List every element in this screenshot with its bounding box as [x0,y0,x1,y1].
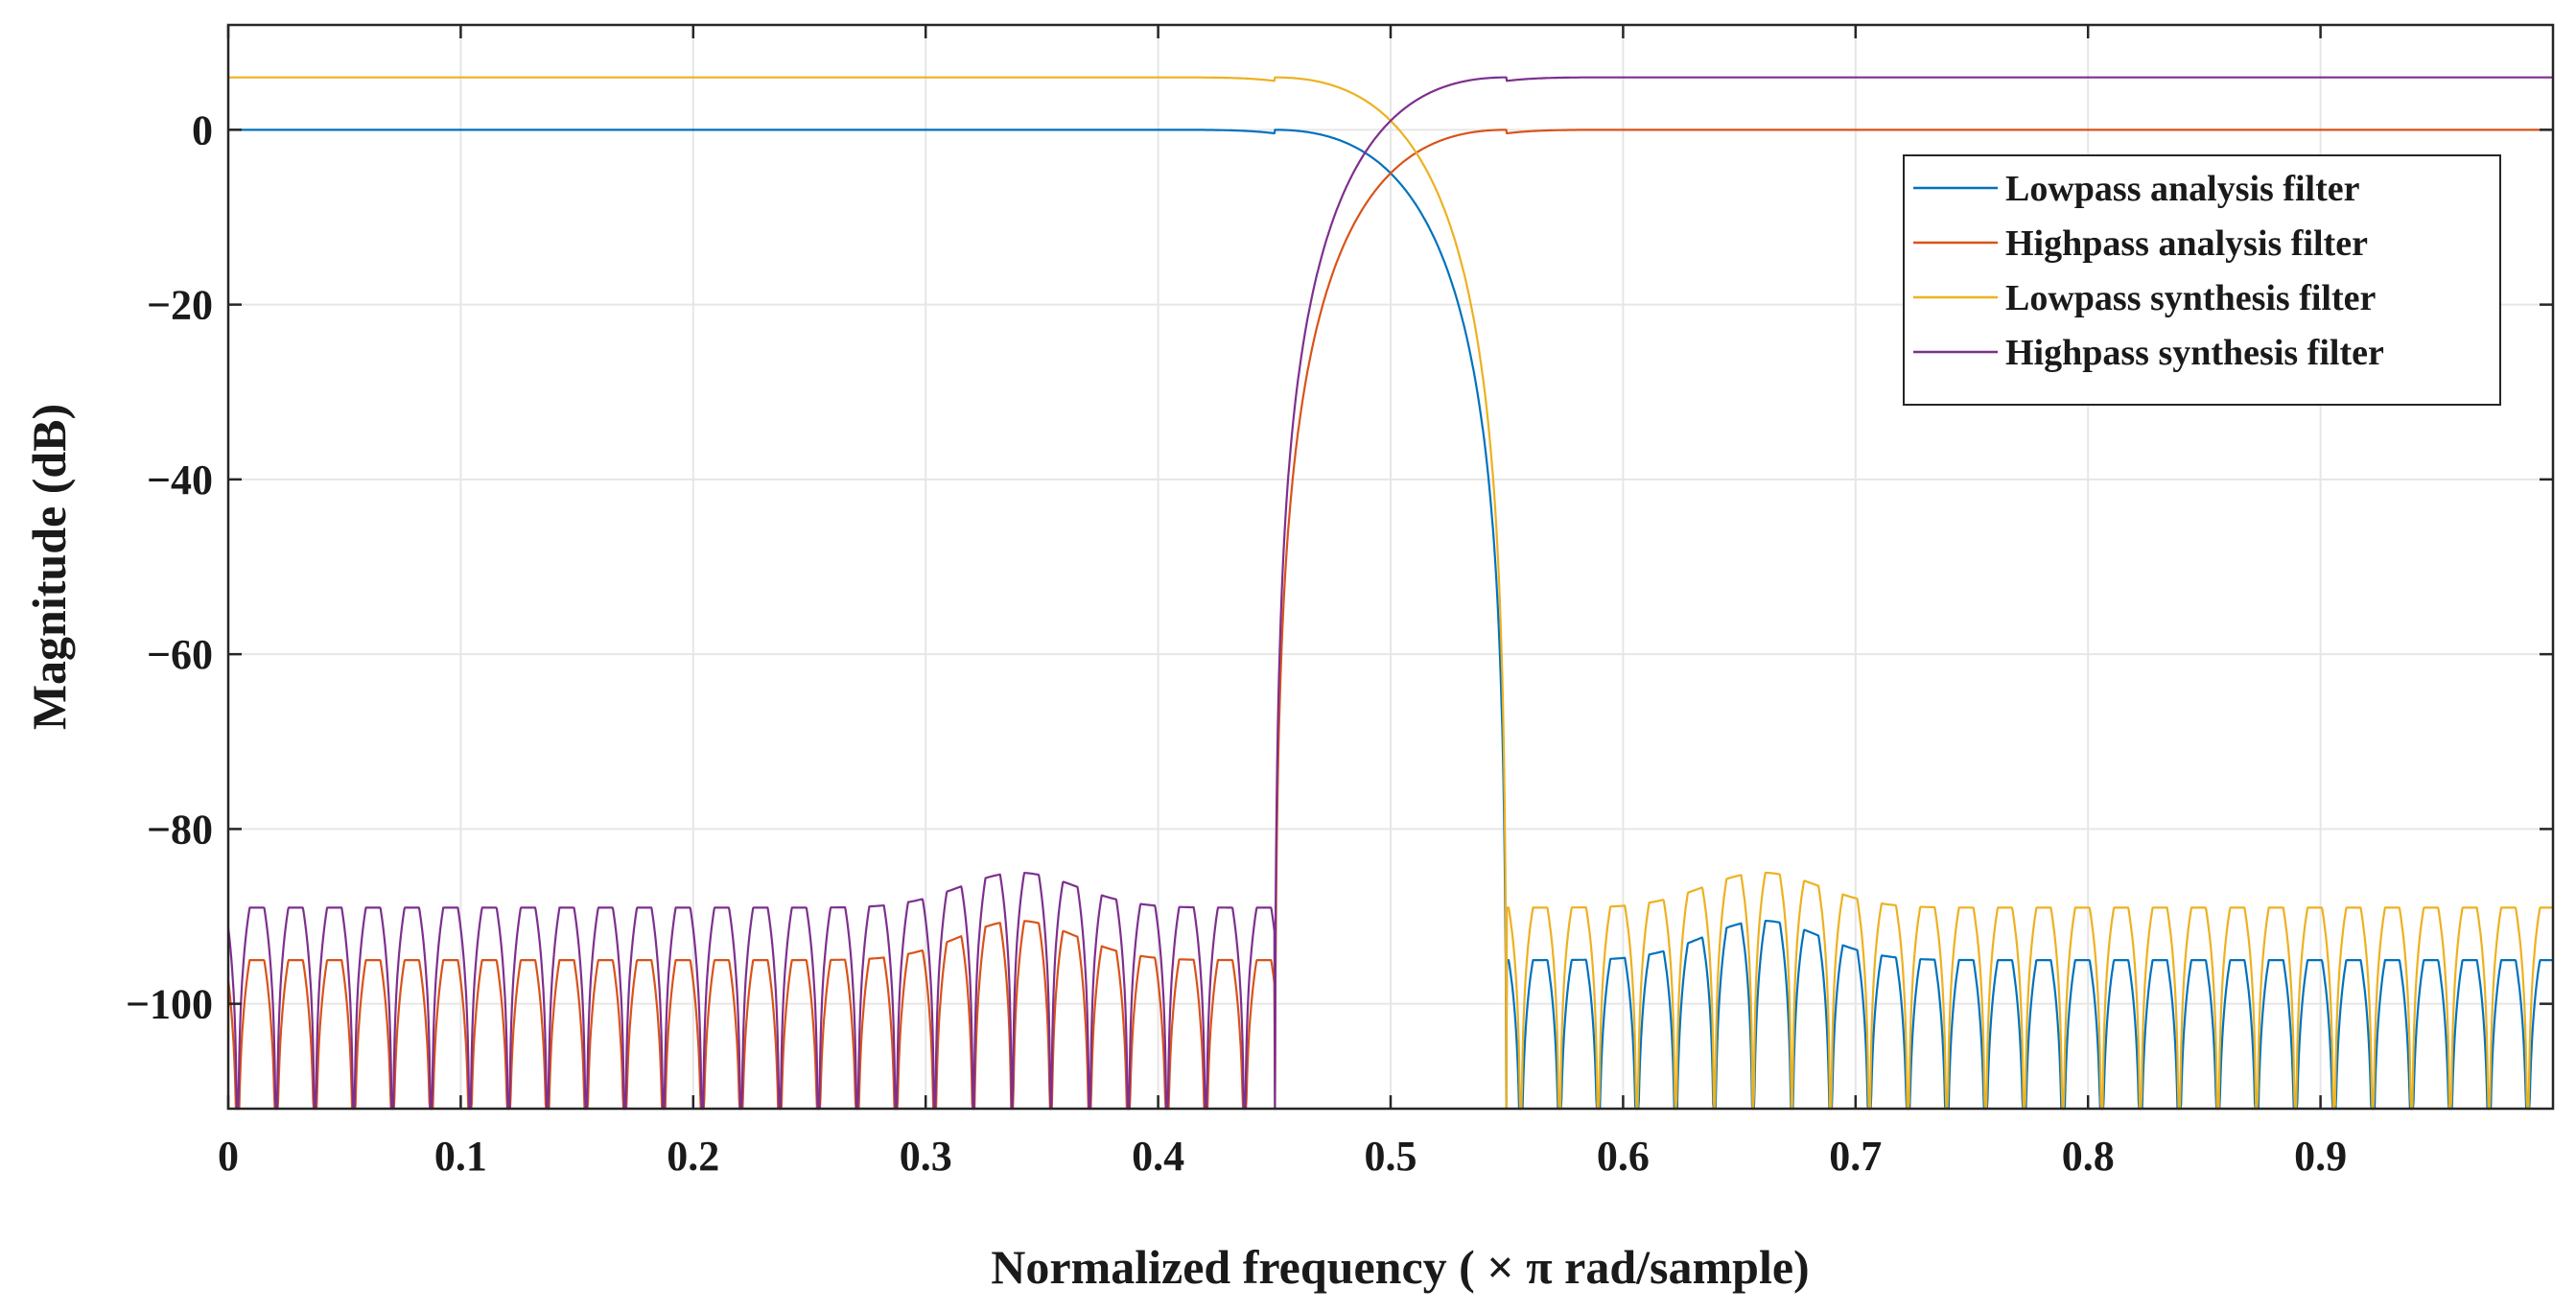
legend-label: Highpass synthesis filter [2005,333,2384,373]
x-tick-label: 0 [218,1133,239,1180]
x-tick-label: 0.8 [2062,1133,2115,1180]
y-tick-label: −60 [147,631,213,678]
x-tick-label: 0.9 [2294,1133,2347,1180]
y-tick-label: −80 [147,806,213,853]
series-line-highpass-analysis-filter [226,129,2554,1111]
legend-label: Highpass analysis filter [2005,223,2368,264]
legend-label: Lowpass analysis filter [2005,169,2360,209]
y-axis-label: Magnitude (dB) [22,404,76,730]
x-tick-label: 0.1 [434,1133,487,1180]
series-group [226,76,2554,1111]
y-tick-label: 0 [192,106,213,153]
x-tick-label: 0.5 [1365,1133,1417,1180]
x-tick-label: 0.6 [1597,1133,1650,1180]
legend-label: Lowpass synthesis filter [2005,278,2376,318]
y-tick-label: −100 [126,981,213,1028]
x-tick-label: 0.4 [1132,1133,1184,1180]
y-tick-label: −20 [147,282,213,329]
legend: Lowpass analysis filter Highpass analysis… [1903,154,2501,406]
x-tick-label: 0.2 [667,1133,719,1180]
x-tick-label: 0.7 [1829,1133,1882,1180]
legend-box [1903,154,2501,406]
x-axis-label: Normalized frequency ( × π rad/sample) [991,1240,1809,1294]
ticks: 0 0.1 0.2 0.3 0.4 0.5 0.6 0.7 0.8 0.9 0 −20 −40 −60 −8… [126,25,2553,1180]
x-tick-label: 0.3 [900,1133,952,1180]
series-line-highpass-synthesis-filter [226,76,2554,1111]
y-tick-label: −40 [147,457,213,504]
